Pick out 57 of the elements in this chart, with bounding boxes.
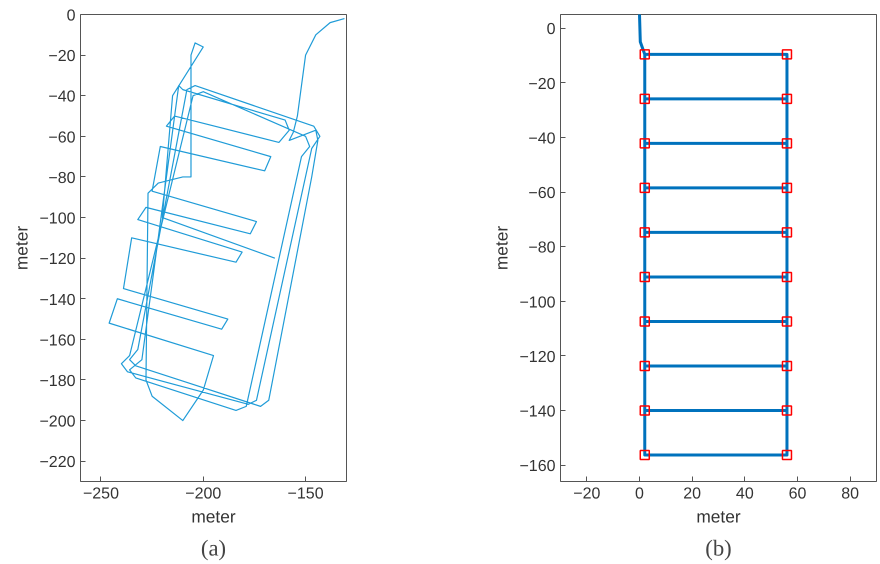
x-tick-label: −150 bbox=[288, 486, 324, 502]
x-tick-label: −200 bbox=[185, 486, 222, 502]
x-tick-label: 20 bbox=[683, 486, 702, 502]
y-tick-label: −140 bbox=[39, 292, 76, 309]
x-tick-label: 80 bbox=[841, 486, 860, 502]
x-tick-label: 0 bbox=[635, 486, 644, 502]
y-tick-label: 0 bbox=[66, 8, 76, 24]
point bbox=[782, 360, 792, 372]
y-tick-label: −100 bbox=[519, 294, 556, 312]
point bbox=[640, 450, 650, 460]
point bbox=[782, 272, 792, 282]
x-tick-label: −250 bbox=[82, 486, 120, 502]
point bbox=[782, 405, 792, 416]
y-tick-label: −120 bbox=[39, 251, 76, 268]
x-tick-label: 60 bbox=[788, 486, 806, 502]
x-axis-title: meter bbox=[191, 506, 236, 526]
point bbox=[782, 182, 792, 194]
x-axis-title: meter bbox=[696, 506, 741, 526]
x-tick-label: −20 bbox=[573, 486, 601, 502]
text: (a) bbox=[200, 536, 226, 560]
point bbox=[782, 49, 792, 60]
y-tick-label: −60 bbox=[48, 129, 76, 146]
point bbox=[640, 94, 650, 104]
point bbox=[640, 272, 650, 282]
y-tick-label: −160 bbox=[519, 458, 556, 476]
point bbox=[782, 316, 792, 327]
y-tick-label: −40 bbox=[528, 130, 556, 148]
y-axis-title: meter bbox=[491, 226, 512, 270]
y-axis-title: meter bbox=[11, 226, 32, 270]
y-tick-label: −20 bbox=[48, 48, 76, 66]
y-tick-label: −180 bbox=[39, 372, 76, 390]
y-tick-label: 0 bbox=[546, 21, 556, 38]
y-tick-label: −80 bbox=[528, 240, 556, 257]
point bbox=[640, 49, 650, 60]
point bbox=[782, 450, 792, 460]
x-tick-label: 40 bbox=[736, 486, 754, 502]
y-tick-label: −40 bbox=[48, 88, 76, 106]
point bbox=[640, 182, 650, 194]
point bbox=[782, 227, 792, 238]
line-series bbox=[108, 18, 346, 422]
point bbox=[782, 138, 792, 149]
y-tick-label: −200 bbox=[39, 414, 76, 431]
y-tick-label: −20 bbox=[528, 76, 556, 93]
point bbox=[782, 94, 792, 104]
point bbox=[640, 138, 650, 149]
y-tick-label: −220 bbox=[39, 454, 76, 472]
y-tick-label: −60 bbox=[528, 185, 556, 202]
point bbox=[640, 360, 650, 372]
y-tick-label: −160 bbox=[39, 332, 76, 350]
text: (b) bbox=[705, 536, 732, 560]
y-tick-label: −120 bbox=[519, 348, 556, 366]
point bbox=[640, 405, 650, 416]
point bbox=[640, 316, 650, 327]
point bbox=[640, 227, 650, 238]
y-tick-label: −100 bbox=[39, 210, 76, 228]
y-tick-label: −140 bbox=[519, 403, 556, 420]
y-tick-label: −80 bbox=[48, 170, 76, 187]
